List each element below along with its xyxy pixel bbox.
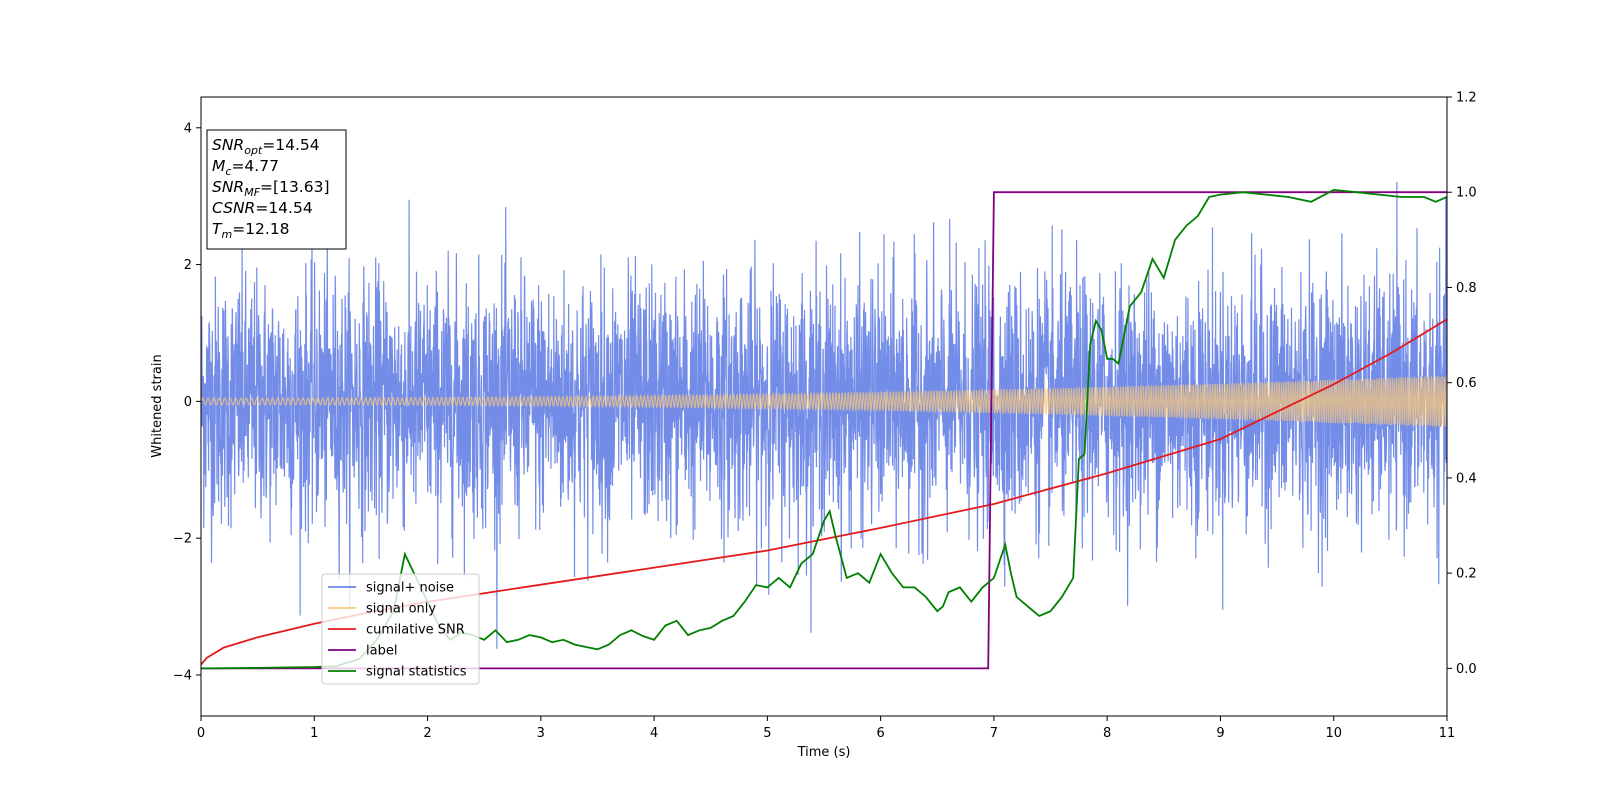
- y2-tick-label: 0.2: [1456, 567, 1477, 582]
- y2-tick-label: 0.4: [1456, 471, 1477, 486]
- annotation-line: CSNR=14.54: [212, 199, 313, 217]
- legend-label: signal statistics: [366, 665, 467, 680]
- annotation-box: SNRopt=14.54Mc=4.77SNRMF=[13.63]CSNR=14.…: [206, 129, 347, 250]
- y-tick-label: 2: [184, 258, 192, 273]
- x-tick-label: 9: [1216, 726, 1224, 741]
- x-tick-label: 4: [650, 726, 658, 741]
- plot-frame: [200, 96, 1448, 717]
- x-tick-label: 7: [990, 726, 998, 741]
- series-signal-statistics: [201, 188, 1447, 670]
- y-tick-label: −4: [173, 668, 192, 683]
- x-tick-label: 3: [537, 726, 545, 741]
- series-signal-only: [201, 375, 1447, 428]
- annotation-line: SNRMF=[13.63]: [212, 178, 330, 199]
- x-tick-label: 2: [423, 726, 431, 741]
- legend-label: signal+ noise: [366, 581, 454, 596]
- y2-tick-label: 1.2: [1456, 91, 1477, 106]
- legend: signal+ noise signal only cumilative SNR la…: [321, 573, 480, 685]
- y-tick-label: 4: [184, 121, 192, 136]
- series-label: [201, 191, 1447, 670]
- y2-tick-label: 0.6: [1456, 376, 1477, 391]
- legend-label: signal only: [366, 602, 436, 617]
- series-cumilative-snr: [201, 318, 1447, 666]
- annotation-line: SNRopt=14.54: [212, 136, 320, 157]
- y2-tick-label: 1.0: [1456, 186, 1477, 201]
- y-axis-label: Whitened strain: [150, 354, 165, 457]
- annotation-line: Mc=4.77: [212, 157, 279, 178]
- x-tick-label: 1: [310, 726, 318, 741]
- legend-label: cumilative SNR: [366, 623, 465, 638]
- x-tick-label: 6: [876, 726, 884, 741]
- series-signal-noise: [201, 181, 1447, 649]
- annotation-line: Tm=12.18: [212, 220, 290, 241]
- annotation-frame: [206, 129, 347, 250]
- x-tick-label: 0: [197, 726, 205, 741]
- series-layer: [201, 181, 1447, 670]
- legend-label: label: [366, 644, 397, 659]
- y2-tick-label: 0.0: [1456, 662, 1477, 677]
- x-tick-label: 11: [1439, 726, 1456, 741]
- y-tick-label: −2: [173, 532, 192, 547]
- y2-tick-label: 0.8: [1456, 281, 1477, 296]
- x-tick-label: 5: [763, 726, 771, 741]
- x-tick-label: 8: [1103, 726, 1111, 741]
- y-tick-label: 0: [184, 395, 192, 410]
- x-axis-label: Time (s): [797, 745, 851, 760]
- axes-layer: 0 1 2 3 4 5 6 7 8 9 10 11 −4 −2 0 2 4 0.0 0.2 0.4 0.6 0.8 1.0 1…: [173, 91, 1477, 742]
- x-tick-label: 10: [1325, 726, 1342, 741]
- legend-frame: [321, 573, 480, 685]
